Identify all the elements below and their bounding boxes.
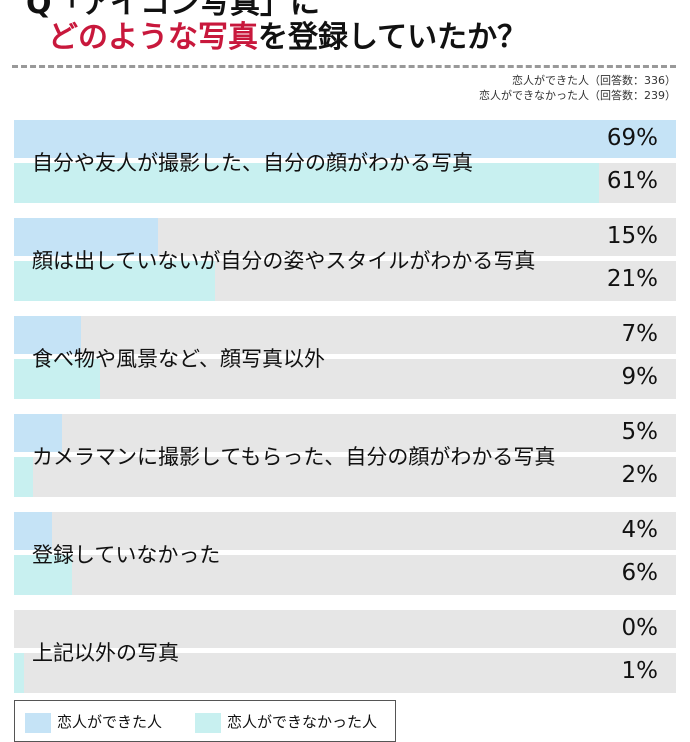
category-label: カメラマンに撮影してもらった、自分の顔がわかる写真 <box>32 445 556 469</box>
category-label: 上記以外の写真 <box>32 641 179 665</box>
category-label: 登録していなかった <box>32 543 221 567</box>
legend: 恋人ができた人 恋人ができなかった人 <box>14 700 396 742</box>
legend-swatch-2 <box>195 713 221 733</box>
bar-track <box>14 163 676 203</box>
data-label: 7% <box>621 321 659 347</box>
data-label: 0% <box>621 615 659 641</box>
dashed-divider <box>12 65 676 68</box>
data-label: 1% <box>621 658 659 684</box>
bar-track <box>14 316 676 354</box>
bar-track <box>14 120 676 158</box>
title-line-1: Q「アイコン写真」に <box>26 0 321 21</box>
bar-track <box>14 610 676 648</box>
data-label: 61% <box>606 168 658 194</box>
bar-partnered <box>14 218 158 256</box>
bar-track <box>14 359 676 399</box>
bar-track <box>14 555 676 595</box>
data-label: 21% <box>606 266 658 292</box>
bar-partnered <box>14 316 82 354</box>
title-line-2: どのような写真を登録していたか？ <box>48 12 527 56</box>
title-rest: を登録していたか？ <box>258 20 528 55</box>
bar-not-partnered <box>14 555 72 595</box>
bar-track <box>14 218 676 256</box>
category-label: 食べ物や風景など、顔写真以外 <box>32 347 325 371</box>
legend-label-1: 恋人ができた人 <box>57 713 163 731</box>
bar-track <box>14 261 676 301</box>
bar-not-partnered <box>14 163 600 203</box>
bar-track <box>14 653 676 693</box>
bar-not-partnered <box>14 359 101 399</box>
category-label: 顔は出していないが自分の姿やスタイルがわかる写真 <box>32 249 536 273</box>
data-label: 5% <box>621 419 659 445</box>
bar-partnered <box>14 414 62 452</box>
bar-partnered <box>14 512 53 550</box>
title-highlight: どのような写真 <box>48 20 258 55</box>
data-label: 15% <box>606 223 658 249</box>
bar-not-partnered <box>14 653 24 693</box>
bar-track <box>14 457 676 497</box>
bar-track <box>14 414 676 452</box>
sample-note-1: 恋人ができた人（回答数：336） <box>512 74 676 87</box>
category-label: 自分や友人が撮影した、自分の顔がわかる写真 <box>32 151 473 175</box>
bar-not-partnered <box>14 457 34 497</box>
data-label: 6% <box>621 560 659 586</box>
bar-track <box>14 512 676 550</box>
sample-note-2: 恋人ができなかった人（回答数：239） <box>479 89 676 102</box>
data-label: 2% <box>621 462 659 488</box>
bar-partnered <box>14 120 676 158</box>
data-label: 4% <box>621 517 659 543</box>
legend-label-2: 恋人ができなかった人 <box>227 713 378 731</box>
legend-swatch-1 <box>25 713 51 733</box>
data-label: 9% <box>621 364 659 390</box>
data-label: 69% <box>606 125 658 151</box>
bar-not-partnered <box>14 261 216 301</box>
